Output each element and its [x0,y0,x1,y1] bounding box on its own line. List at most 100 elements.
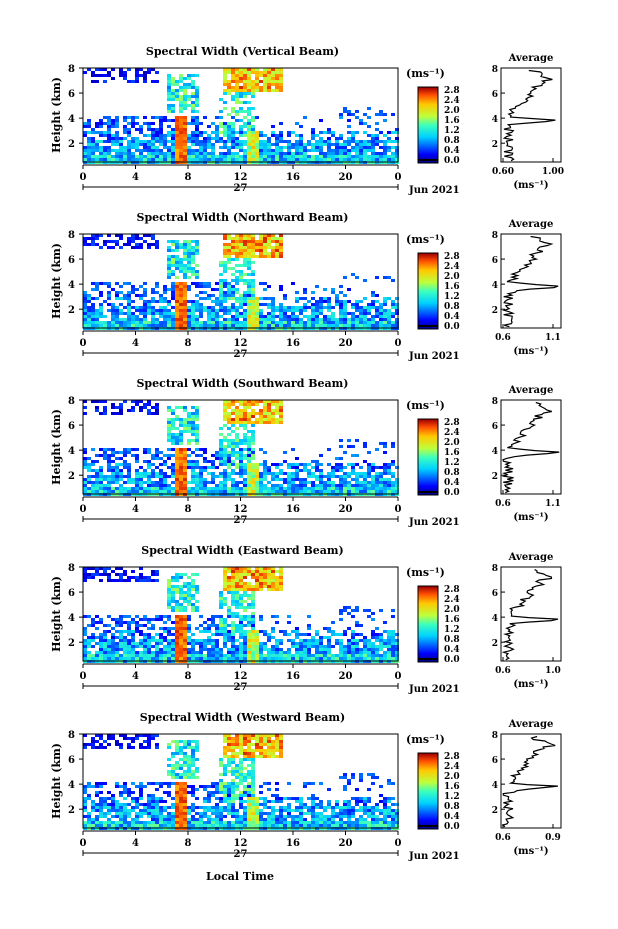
heatmap-cell [239,475,243,478]
heatmap-cell [343,475,347,478]
heatmap-cell [199,472,203,475]
heatmap-cell [83,630,87,633]
heatmap-cell [115,451,119,454]
heatmap-cell [275,240,279,243]
heatmap-cell [143,633,147,636]
heatmap-cell [355,143,359,146]
heatmap-cell [239,451,243,454]
heatmap-cell [91,128,95,131]
heatmap-cell [103,636,107,639]
heatmap-cell [95,636,99,639]
heatmap-cell [175,448,179,451]
heatmap-cell [127,140,131,143]
heatmap-cell [123,324,127,327]
heatmap-cell [155,412,159,415]
heatmap-cell [343,318,347,321]
heatmap-cell [219,125,223,128]
heatmap-cell [243,152,247,155]
heatmap-cell [135,487,139,490]
colorbar-step [418,104,438,106]
heatmap-cell [179,624,183,627]
heatmap-cell [323,306,327,309]
heatmap-cell [91,576,95,579]
heatmap-cell [271,463,275,466]
heatmap-cell [159,469,163,472]
heatmap-cell [367,645,371,648]
heatmap-cell [131,288,135,291]
heatmap-cell [227,457,231,460]
heatmap-cell [175,406,179,409]
heatmap-cell [191,246,195,249]
x-tick-label: 16 [286,338,300,349]
heatmap-cell [195,472,199,475]
heatmap-cell [291,131,295,134]
heatmap-cell [271,579,275,582]
heatmap-cell [279,418,283,421]
heatmap-cell [99,155,103,158]
heatmap-cell [167,125,171,128]
heatmap-cell [295,466,299,469]
heatmap-cell [267,303,271,306]
heatmap-cell [135,657,139,660]
heatmap-cell [99,642,103,645]
heatmap-cell [167,579,171,582]
heatmap-cell [91,80,95,83]
heatmap-cell [255,77,259,80]
heatmap-cell [291,315,295,318]
heatmap-cell [135,234,139,237]
heatmap-cell [371,155,375,158]
heatmap-cell [239,89,243,92]
y-tick-label: 8 [68,396,75,407]
heatmap-cell [131,240,135,243]
heatmap-cell [123,282,127,285]
heatmap-cell [155,409,159,412]
heatmap-cell [247,252,251,255]
heatmap-cell [387,648,391,651]
heatmap-cell [179,609,183,612]
heatmap-cell [171,472,175,475]
heatmap-cell [235,648,239,651]
heatmap-cell [171,600,175,603]
heatmap-cell [275,237,279,240]
heatmap-cell [167,424,171,427]
colorbar-step [418,266,438,268]
heatmap-cell [283,487,287,490]
heatmap-cell [263,630,267,633]
heatmap-cell [291,152,295,155]
heatmap-cell [335,140,339,143]
heatmap-cell [155,451,159,454]
heatmap-cell [143,639,147,642]
heatmap-cell [187,306,191,309]
heatmap-cell [107,567,111,570]
heatmap-cell [183,487,187,490]
heatmap-cell [283,146,287,149]
heatmap-cell [151,457,155,460]
heatmap-cell [239,415,243,418]
heatmap-cell [283,657,287,660]
heatmap-cell [175,636,179,639]
heatmap-cell [331,657,335,660]
heatmap-cell [275,576,279,579]
heatmap-cell [247,285,251,288]
heatmap-cell [195,609,199,612]
heatmap-cell [179,421,183,424]
heatmap-cell [95,122,99,125]
heatmap-cell [199,324,203,327]
heatmap-cell [315,460,319,463]
heatmap-cell [227,86,231,89]
heatmap-cell [219,618,223,621]
heatmap-cell [99,146,103,149]
colorbar-step [418,253,438,255]
heatmap-cell [199,149,203,152]
heatmap-cell [243,418,247,421]
heatmap-cell [187,243,191,246]
colorbar-step [418,299,438,301]
heatmap-cell [335,321,339,324]
colorbar-step [418,264,438,266]
heatmap-cell [279,303,283,306]
heatmap-cell [323,654,327,657]
heatmap-cell [163,297,167,300]
heatmap-cell [183,140,187,143]
heatmap-cell [275,80,279,83]
heatmap-cell [243,297,247,300]
